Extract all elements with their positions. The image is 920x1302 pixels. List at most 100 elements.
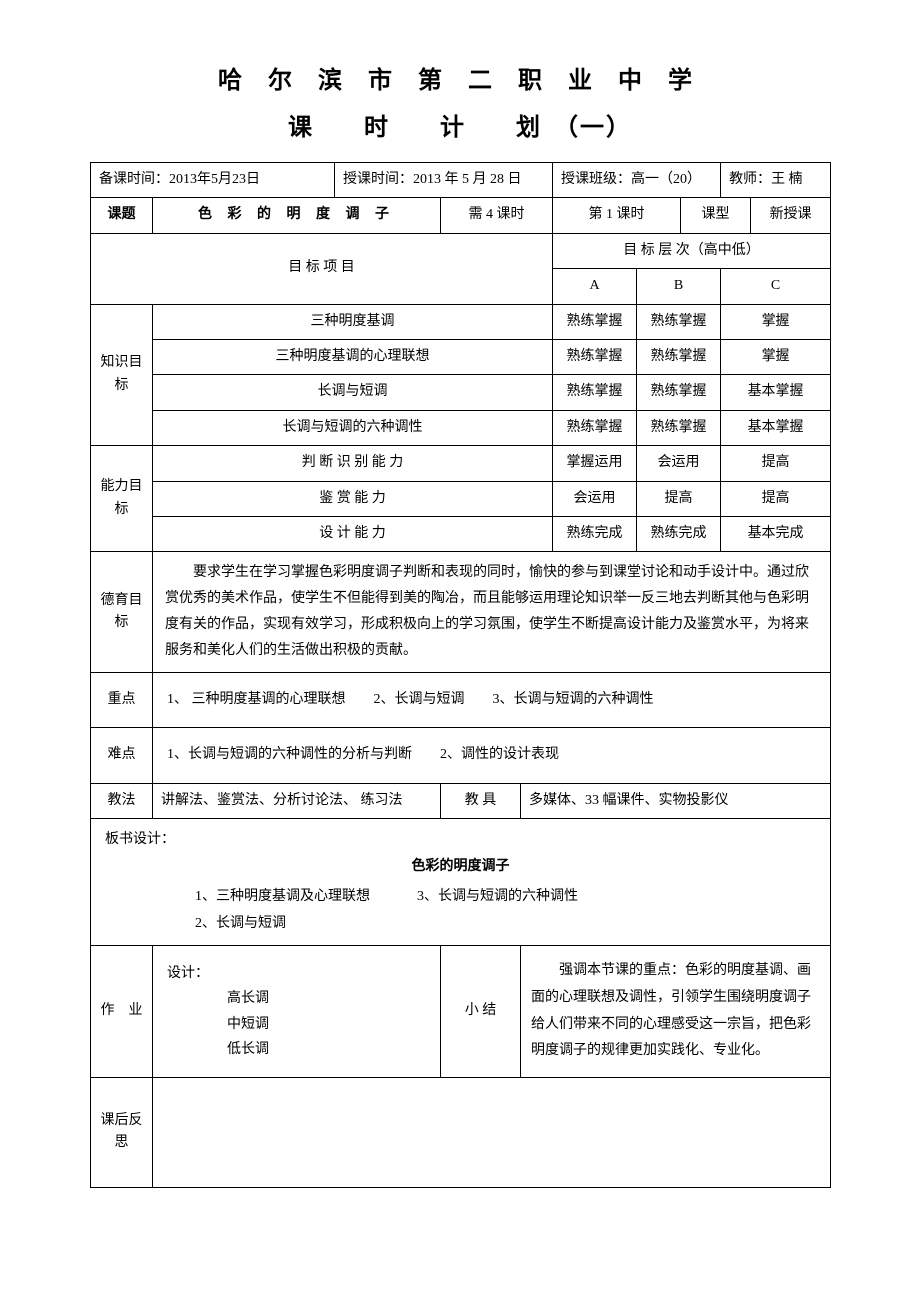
ability-item: 设 计 能 力 (153, 516, 553, 551)
homework-row: 作 业 设计： 高长调 中短调 低长调 小 结 强调本节课的重点：色彩的明度基调… (91, 946, 831, 1077)
moral-label: 德育目标 (91, 552, 153, 673)
ability-a: 熟练完成 (553, 516, 637, 551)
knowledge-a: 熟练掌握 (553, 304, 637, 339)
topic-label: 课题 (91, 198, 153, 233)
tool-label: 教 具 (441, 783, 521, 818)
board-line-1: 1、三种明度基调及心理联想 3、长调与短调的六种调性 (105, 884, 816, 911)
teach-time-cell: 授课时间：2013 年 5 月 28 日 (335, 163, 553, 198)
ability-a: 掌握运用 (553, 446, 637, 481)
ability-b: 会运用 (637, 446, 721, 481)
homework-item: 高长调 (227, 986, 426, 1011)
method-row: 教法 讲解法、鉴赏法、分析讨论法、 练习法 教 具 多媒体、33 幅课件、实物投… (91, 783, 831, 818)
doc-title-suffix: （一） (554, 115, 632, 141)
board-row: 板书设计： 色彩的明度调子 1、三种明度基调及心理联想 3、长调与短调的六种调性… (91, 819, 831, 946)
knowledge-row-1: 三种明度基调的心理联想 熟练掌握 熟练掌握 掌握 (91, 339, 831, 374)
homework-label: 作 业 (91, 946, 153, 1077)
homework-prefix: 设计： (167, 961, 426, 986)
board-l3: 3、长调与短调的六种调性 (417, 889, 578, 904)
knowledge-a: 熟练掌握 (553, 339, 637, 374)
goal-col-b: B (637, 269, 721, 304)
knowledge-b: 熟练掌握 (637, 375, 721, 410)
topic-value: 色 彩 的 明 度 调 子 (153, 198, 441, 233)
knowledge-row-2: 长调与短调 熟练掌握 熟练掌握 基本掌握 (91, 375, 831, 410)
board-l1: 1、三种明度基调及心理联想 (195, 889, 370, 904)
ability-row-1: 鉴 赏 能 力 会运用 提高 提高 (91, 481, 831, 516)
ability-label: 能力目标 (91, 446, 153, 552)
moral-text: 要求学生在学习掌握色彩明度调子判断和表现的同时，愉快的参与到课堂讨论和动手设计中… (153, 552, 831, 673)
knowledge-a: 熟练掌握 (553, 410, 637, 445)
knowledge-b: 熟练掌握 (637, 304, 721, 339)
board-cell: 板书设计： 色彩的明度调子 1、三种明度基调及心理联想 3、长调与短调的六种调性… (91, 819, 831, 946)
board-l2: 2、长调与短调 (105, 911, 816, 938)
ability-b: 提高 (637, 481, 721, 516)
moral-row: 德育目标 要求学生在学习掌握色彩明度调子判断和表现的同时，愉快的参与到课堂讨论和… (91, 552, 831, 673)
class-value: 高一（20） (631, 172, 701, 187)
knowledge-label: 知识目标 (91, 304, 153, 446)
goal-col-c: C (721, 269, 831, 304)
meta-row: 备课时间：2013年5月23日 授课时间：2013 年 5 月 28 日 授课班… (91, 163, 831, 198)
teacher-value: 王 楠 (771, 172, 803, 187)
type-label: 课型 (681, 198, 751, 233)
board-label: 板书设计： (105, 827, 816, 854)
knowledge-b: 熟练掌握 (637, 410, 721, 445)
ability-item: 判 断 识 别 能 力 (153, 446, 553, 481)
reflect-row: 课后反思 (91, 1077, 831, 1187)
homework-cell: 设计： 高长调 中短调 低长调 (153, 946, 441, 1077)
goals-left-header: 目 标 项 目 (91, 233, 553, 304)
reflect-label: 课后反思 (91, 1077, 153, 1187)
school-title: 哈 尔 滨 市 第 二 职 业 中 学 (90, 60, 830, 95)
class-cell: 授课班级：高一（20） (553, 163, 721, 198)
doc-title-main: 课 时 计 划 (288, 115, 554, 141)
method-value: 讲解法、鉴赏法、分析讨论法、 练习法 (153, 783, 441, 818)
ability-item: 鉴 赏 能 力 (153, 481, 553, 516)
teacher-cell: 教师：王 楠 (721, 163, 831, 198)
knowledge-c: 基本掌握 (721, 375, 831, 410)
knowledge-item: 三种明度基调 (153, 304, 553, 339)
prep-time-label: 备课时间： (99, 172, 169, 187)
prep-time-cell: 备课时间：2013年5月23日 (91, 163, 335, 198)
board-title: 色彩的明度调子 (105, 854, 816, 881)
knowledge-c: 掌握 (721, 304, 831, 339)
type-value: 新授课 (751, 198, 831, 233)
goals-right-header: 目 标 层 次（高中低） (553, 233, 831, 268)
tool-value: 多媒体、33 幅课件、实物投影仪 (521, 783, 831, 818)
ability-a: 会运用 (553, 481, 637, 516)
ability-c: 提高 (721, 481, 831, 516)
ability-row-2: 设 计 能 力 熟练完成 熟练完成 基本完成 (91, 516, 831, 551)
summary-text: 强调本节课的重点：色彩的明度基调、画面的心理联想及调性，引领学生围绕明度调子给人… (521, 946, 831, 1077)
class-label: 授课班级： (561, 172, 631, 187)
ability-b: 熟练完成 (637, 516, 721, 551)
summary-label: 小 结 (441, 946, 521, 1077)
topic-row: 课题 色 彩 的 明 度 调 子 需 4 课时 第 1 课时 课型 新授课 (91, 198, 831, 233)
knowledge-a: 熟练掌握 (553, 375, 637, 410)
teacher-label: 教师： (729, 172, 771, 187)
knowledge-item: 长调与短调的六种调性 (153, 410, 553, 445)
knowledge-c: 掌握 (721, 339, 831, 374)
difficulty-label: 难点 (91, 728, 153, 783)
teach-time-value: 2013 年 5 月 28 日 (413, 172, 522, 187)
keypoint-text: 1、 三种明度基调的心理联想 2、长调与短调 3、长调与短调的六种调性 (153, 672, 831, 727)
ability-row-0: 能力目标 判 断 识 别 能 力 掌握运用 会运用 提高 (91, 446, 831, 481)
doc-title: 课 时 计 划（一） (90, 107, 830, 142)
difficulty-row: 难点 1、长调与短调的六种调性的分析与判断 2、调性的设计表现 (91, 728, 831, 783)
homework-item: 低长调 (227, 1037, 426, 1062)
keypoint-row: 重点 1、 三种明度基调的心理联想 2、长调与短调 3、长调与短调的六种调性 (91, 672, 831, 727)
homework-item: 中短调 (227, 1012, 426, 1037)
method-label: 教法 (91, 783, 153, 818)
reflect-text (153, 1077, 831, 1187)
knowledge-row-0: 知识目标 三种明度基调 熟练掌握 熟练掌握 掌握 (91, 304, 831, 339)
knowledge-item: 长调与短调 (153, 375, 553, 410)
ability-c: 基本完成 (721, 516, 831, 551)
teach-time-label: 授课时间： (343, 172, 413, 187)
knowledge-c: 基本掌握 (721, 410, 831, 445)
goals-header-row-1: 目 标 项 目 目 标 层 次（高中低） (91, 233, 831, 268)
difficulty-text: 1、长调与短调的六种调性的分析与判断 2、调性的设计表现 (153, 728, 831, 783)
knowledge-row-3: 长调与短调的六种调性 熟练掌握 熟练掌握 基本掌握 (91, 410, 831, 445)
keypoint-label: 重点 (91, 672, 153, 727)
hours-needed: 需 4 课时 (441, 198, 553, 233)
ability-c: 提高 (721, 446, 831, 481)
this-period: 第 1 课时 (553, 198, 681, 233)
lesson-plan-table: 备课时间：2013年5月23日 授课时间：2013 年 5 月 28 日 授课班… (90, 162, 831, 1188)
knowledge-item: 三种明度基调的心理联想 (153, 339, 553, 374)
goal-col-a: A (553, 269, 637, 304)
